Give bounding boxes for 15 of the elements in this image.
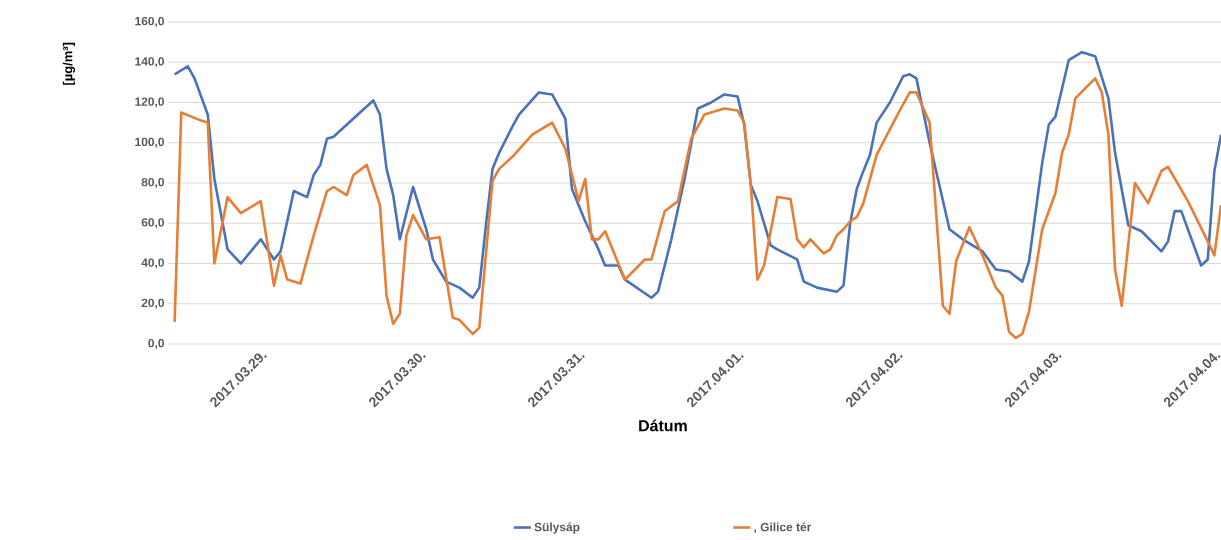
x-axis-title: Dátum bbox=[639, 419, 687, 432]
y-tick-label: 160,0 bbox=[135, 16, 164, 28]
line-series bbox=[173, 77, 1221, 340]
y-tick-label: 0,0 bbox=[148, 338, 164, 350]
y-tick-label: 140,0 bbox=[135, 57, 164, 68]
y-tick-label: 20,0 bbox=[141, 298, 164, 309]
y-tick-label: 120,0 bbox=[135, 97, 164, 108]
y-tick-label: 80,0 bbox=[141, 177, 164, 189]
legend-label: Sülysáp bbox=[534, 522, 580, 534]
y-tick-label: 40,0 bbox=[141, 258, 164, 269]
line-series bbox=[173, 50, 1221, 299]
y-tick-label: 60,0 bbox=[141, 218, 164, 229]
y-axis-title: [µg/m³] bbox=[62, 42, 75, 85]
legend-label: , Gilice tér bbox=[754, 522, 812, 534]
y-tick-label: 100,0 bbox=[135, 137, 164, 148]
